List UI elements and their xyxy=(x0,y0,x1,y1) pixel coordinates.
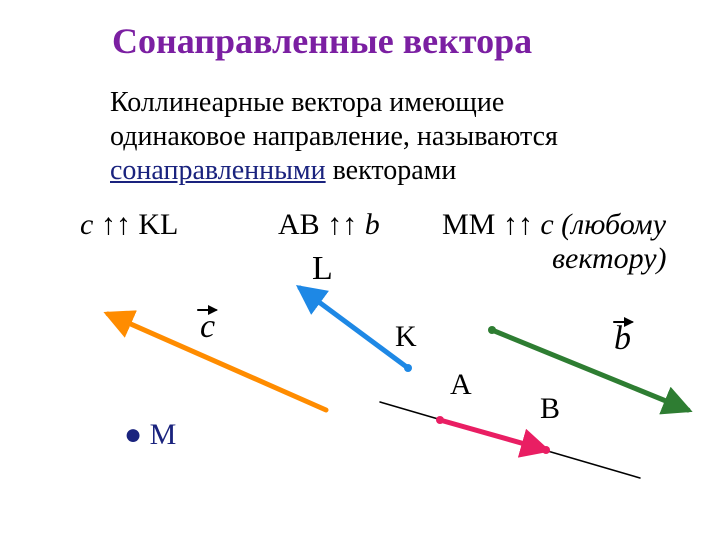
point-B-dot xyxy=(542,446,550,454)
point-K-dot xyxy=(404,364,412,372)
vector-c xyxy=(108,314,326,410)
vector-AB xyxy=(440,420,546,450)
vector-diagram xyxy=(0,0,720,540)
vector-KL xyxy=(300,288,408,368)
vector-b xyxy=(492,330,688,410)
point-A-dot xyxy=(436,416,444,424)
vector-b-startdot xyxy=(488,326,496,334)
